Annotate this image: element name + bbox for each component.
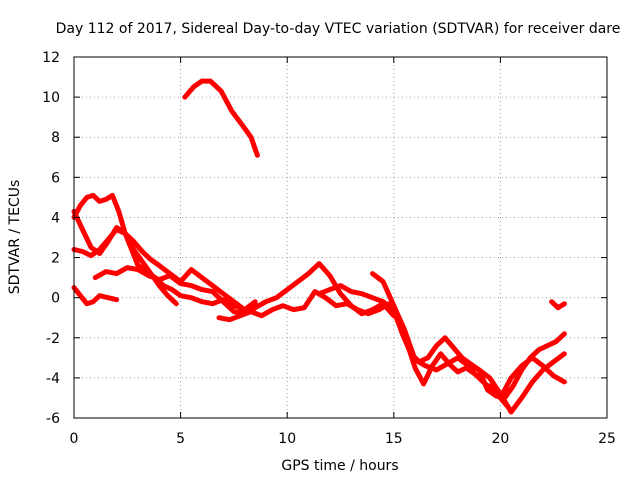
- axis-ticks: [73, 56, 608, 419]
- y-tick-label: 2: [51, 251, 60, 267]
- chart-title: Day 112 of 2017, Sidereal Day-to-day VTE…: [56, 21, 621, 37]
- y-tick-labels: -6 -4 -2 0 2 4 6 8 10 12: [42, 50, 60, 427]
- y-tick-label: 6: [51, 170, 60, 186]
- series-layer: [71, 78, 567, 415]
- y-tick-label: 4: [51, 210, 60, 226]
- y-tick-label: -6: [46, 411, 60, 427]
- series-arc-10: [487, 355, 567, 401]
- y-tick-label: 8: [51, 130, 60, 146]
- series-arc-5: [71, 285, 120, 307]
- x-tick-label: 25: [598, 431, 616, 447]
- x-tick-label: 0: [70, 431, 79, 447]
- plot-frame: [73, 56, 608, 419]
- series-arc-11: [549, 299, 567, 311]
- y-tick-label: 0: [51, 291, 60, 307]
- series-arc-9: [370, 271, 567, 415]
- y-axis-label: SDTVAR / TECUs: [7, 180, 23, 295]
- y-tick-label: 12: [42, 50, 60, 66]
- x-tick-label: 5: [176, 431, 185, 447]
- x-tick-labels: 0 5 10 15 20 25: [70, 431, 616, 447]
- x-tick-label: 10: [278, 431, 296, 447]
- x-tick-label: 15: [385, 431, 403, 447]
- y-tick-label: 10: [42, 90, 60, 106]
- y-tick-label: -2: [46, 331, 60, 347]
- x-tick-label: 20: [491, 431, 509, 447]
- series-arc-8: [316, 283, 567, 401]
- x-axis-label: GPS time / hours: [281, 458, 398, 474]
- series-arc-7: [216, 289, 512, 411]
- series-arc-1: [182, 78, 260, 158]
- y-tick-label: -4: [46, 371, 60, 387]
- series-arc-4: [71, 227, 258, 313]
